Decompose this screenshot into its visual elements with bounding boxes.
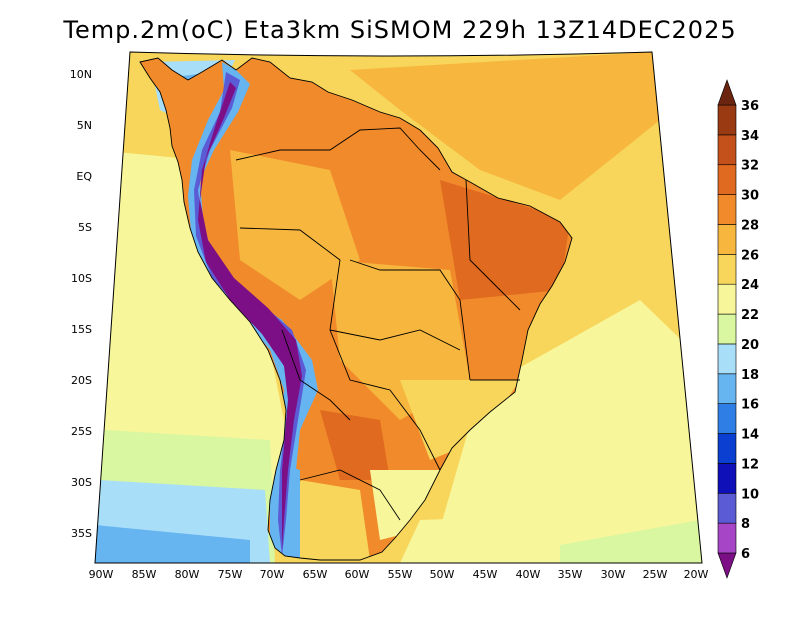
lon-label: 20W (684, 568, 709, 581)
lat-label: 10S (71, 272, 92, 285)
lat-label: 30S (71, 476, 92, 489)
colorbar-bin (717, 164, 737, 195)
colorbar-bin (717, 194, 737, 225)
lon-label: 45W (473, 568, 498, 581)
colorbar-bin (717, 254, 737, 285)
latitude-axis: 10N 5N EQ 5S 10S 15S 20S 25S 30S 35S (70, 68, 93, 540)
colorbar-bin (717, 313, 737, 345)
lat-label: EQ (76, 170, 92, 183)
colorbar-bin (717, 283, 737, 315)
colorbar-min-triangle (717, 552, 737, 579)
colorbar-label: 20 (741, 338, 759, 353)
colorbar-bin (717, 463, 737, 494)
colorbar-label: 10 (741, 487, 759, 502)
lat-label: 25S (71, 425, 92, 438)
colorbar-label: 14 (741, 428, 759, 443)
lat-label: 35S (71, 527, 92, 540)
colorbar: 6 8 10 12 14 16 18 20 22 24 26 28 30 32 34 36 (717, 79, 759, 579)
lat-label: 20S (71, 374, 92, 387)
ocean-equatorial-warm (350, 52, 660, 200)
land-pampas (285, 480, 370, 560)
colorbar-label: 6 (741, 547, 750, 562)
colorbar-bin (717, 104, 737, 136)
lat-label: 5S (78, 221, 92, 234)
colorbar-bin (717, 492, 737, 524)
colorbar-bin (717, 373, 737, 404)
colorbar-label: 12 (741, 457, 759, 472)
map-title: Temp.2m(oC) Eta3km SiSMOM 229h 13Z14DEC2… (63, 16, 737, 44)
lon-label: 55W (388, 568, 413, 581)
lon-label: 75W (218, 568, 243, 581)
colorbar-label: 8 (741, 517, 750, 532)
colorbar-bin (717, 433, 737, 464)
colorbar-max-triangle (717, 79, 737, 106)
ocean-atlantic-cool (430, 300, 702, 563)
ocean-south-colder-band (95, 525, 250, 563)
lon-label: 35W (558, 568, 583, 581)
colorbar-label: 34 (741, 129, 759, 144)
land-amazon-west (230, 150, 360, 300)
colorbar-label: 22 (741, 308, 759, 323)
andes-coldest-band (198, 82, 302, 550)
lon-label: 40W (516, 568, 541, 581)
colorbar-bin (717, 403, 737, 434)
lat-label: 10N (70, 68, 92, 81)
lon-label: 80W (175, 568, 200, 581)
lat-label: 5N (77, 119, 92, 132)
land-southeast-brazil (400, 380, 520, 460)
lon-label: 50W (430, 568, 455, 581)
lon-label: 30W (601, 568, 626, 581)
colorbar-label: 28 (741, 218, 759, 233)
colorbar-bin (717, 224, 737, 255)
lon-label: 25W (643, 568, 668, 581)
map-frame (94, 51, 703, 564)
country-borders (139, 57, 573, 561)
colorbar-bin (717, 522, 737, 554)
lon-label: 85W (132, 568, 157, 581)
lon-label: 65W (303, 568, 328, 581)
lon-label: 60W (345, 568, 370, 581)
colorbar-label: 30 (741, 189, 759, 204)
lon-label: 70W (260, 568, 285, 581)
colorbar-bin (717, 134, 737, 166)
longitude-axis: 90W 85W 80W 75W 70W 65W 60W 55W 50W 45W … (89, 568, 709, 581)
colorbar-label: 24 (741, 278, 759, 293)
colorbar-label: 36 (741, 99, 759, 114)
ocean-far-south-atlantic (560, 520, 702, 563)
lon-label: 90W (89, 568, 114, 581)
colorbar-bin (717, 343, 737, 375)
colorbar-label: 32 (741, 159, 759, 174)
colorbar-label: 16 (741, 398, 759, 413)
land-chaco-hot (320, 410, 390, 480)
colorbar-label: 18 (741, 368, 759, 383)
colorbar-label: 26 (741, 248, 759, 263)
lat-label: 15S (71, 323, 92, 336)
